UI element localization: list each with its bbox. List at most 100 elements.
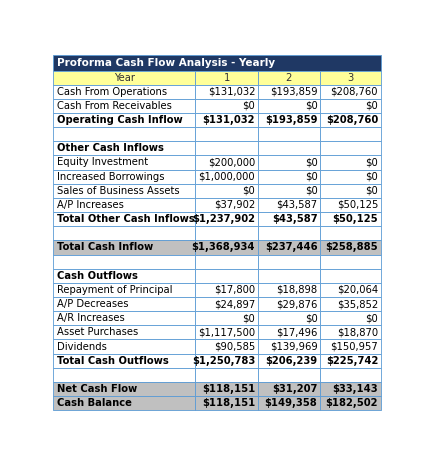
- Bar: [53, 184, 195, 198]
- Text: Cash From Receivables: Cash From Receivables: [57, 101, 172, 111]
- Text: $0: $0: [365, 186, 378, 196]
- Bar: [320, 254, 381, 269]
- Bar: [195, 354, 258, 368]
- Bar: [53, 311, 195, 325]
- Bar: [53, 212, 195, 226]
- Bar: [53, 226, 195, 240]
- Text: $208,760: $208,760: [326, 115, 378, 125]
- Text: $90,585: $90,585: [214, 342, 255, 352]
- Bar: [258, 240, 320, 254]
- Bar: [195, 240, 258, 254]
- Bar: [258, 226, 320, 240]
- Text: Cash Balance: Cash Balance: [57, 398, 132, 408]
- Bar: [195, 254, 258, 269]
- Text: Year: Year: [114, 73, 135, 83]
- Bar: [258, 382, 320, 396]
- Text: $33,143: $33,143: [332, 384, 378, 394]
- Text: 3: 3: [347, 73, 354, 83]
- Bar: [258, 184, 320, 198]
- Text: Other Cash Inflows: Other Cash Inflows: [57, 143, 164, 154]
- Text: $0: $0: [305, 171, 317, 182]
- Bar: [53, 283, 195, 297]
- Bar: [258, 269, 320, 283]
- Bar: [258, 354, 320, 368]
- Text: $0: $0: [365, 171, 378, 182]
- Bar: [320, 113, 381, 127]
- Bar: [195, 113, 258, 127]
- Text: $131,032: $131,032: [203, 115, 255, 125]
- Bar: [258, 396, 320, 410]
- Bar: [320, 141, 381, 155]
- Bar: [258, 99, 320, 113]
- Bar: [195, 170, 258, 184]
- Text: $29,876: $29,876: [276, 299, 317, 309]
- Text: A/R Increases: A/R Increases: [57, 313, 124, 323]
- Text: Net Cash Flow: Net Cash Flow: [57, 384, 137, 394]
- Text: $0: $0: [305, 186, 317, 196]
- Bar: [320, 311, 381, 325]
- Bar: [195, 382, 258, 396]
- Bar: [320, 240, 381, 254]
- Text: $43,587: $43,587: [276, 200, 317, 210]
- Bar: [53, 127, 195, 141]
- Text: $35,852: $35,852: [337, 299, 378, 309]
- Text: $0: $0: [305, 101, 317, 111]
- Bar: [320, 226, 381, 240]
- Bar: [258, 254, 320, 269]
- Text: $150,957: $150,957: [330, 342, 378, 352]
- Text: $0: $0: [305, 158, 317, 167]
- Bar: [195, 212, 258, 226]
- Bar: [53, 240, 195, 254]
- Text: $131,032: $131,032: [208, 87, 255, 97]
- Bar: [320, 297, 381, 311]
- Text: A/P Decreases: A/P Decreases: [57, 299, 128, 309]
- Bar: [53, 297, 195, 311]
- Bar: [195, 99, 258, 113]
- Bar: [195, 84, 258, 99]
- Bar: [195, 297, 258, 311]
- Bar: [258, 325, 320, 339]
- Text: Total Cash Outflows: Total Cash Outflows: [57, 356, 168, 366]
- Bar: [258, 198, 320, 212]
- Bar: [53, 396, 195, 410]
- Text: Cash From Operations: Cash From Operations: [57, 87, 167, 97]
- Bar: [195, 368, 258, 382]
- Bar: [320, 84, 381, 99]
- Text: $43,587: $43,587: [272, 214, 317, 224]
- Bar: [258, 113, 320, 127]
- Bar: [53, 113, 195, 127]
- Text: $31,207: $31,207: [272, 384, 317, 394]
- Bar: [53, 155, 195, 170]
- Bar: [195, 269, 258, 283]
- Bar: [258, 297, 320, 311]
- Bar: [53, 170, 195, 184]
- Bar: [195, 141, 258, 155]
- Bar: [53, 84, 195, 99]
- Bar: [258, 84, 320, 99]
- Text: $0: $0: [242, 313, 255, 323]
- Text: $258,885: $258,885: [325, 242, 378, 253]
- Bar: [320, 184, 381, 198]
- Bar: [320, 269, 381, 283]
- Bar: [195, 71, 258, 84]
- Bar: [258, 339, 320, 354]
- Bar: [195, 311, 258, 325]
- Bar: [195, 155, 258, 170]
- Text: Proforma Cash Flow Analysis - Yearly: Proforma Cash Flow Analysis - Yearly: [57, 58, 275, 68]
- Text: Total Cash Inflow: Total Cash Inflow: [57, 242, 153, 253]
- Bar: [53, 55, 381, 71]
- Text: $37,902: $37,902: [214, 200, 255, 210]
- Bar: [53, 269, 195, 283]
- Text: $0: $0: [365, 313, 378, 323]
- Bar: [320, 382, 381, 396]
- Bar: [53, 339, 195, 354]
- Text: $0: $0: [365, 101, 378, 111]
- Bar: [195, 339, 258, 354]
- Text: $225,742: $225,742: [326, 356, 378, 366]
- Text: $1,000,000: $1,000,000: [198, 171, 255, 182]
- Text: Asset Purchases: Asset Purchases: [57, 327, 138, 337]
- Bar: [320, 368, 381, 382]
- Text: Equity Investment: Equity Investment: [57, 158, 148, 167]
- Bar: [258, 311, 320, 325]
- Bar: [195, 325, 258, 339]
